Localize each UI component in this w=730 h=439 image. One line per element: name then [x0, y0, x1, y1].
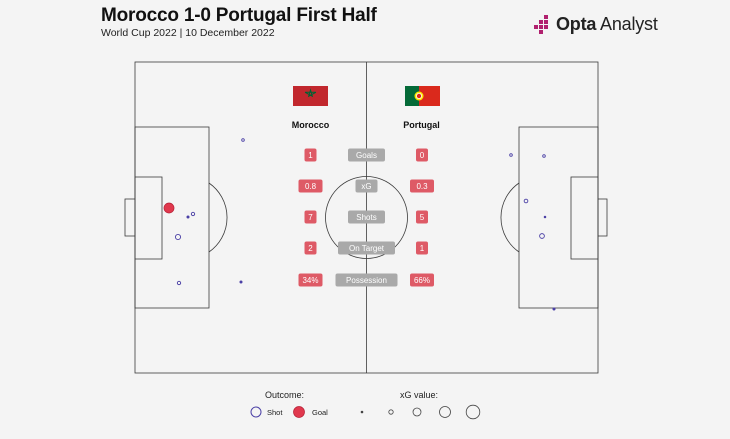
centre-circle: [325, 176, 408, 259]
left-goal: [124, 198, 136, 237]
shot-marker-portugal-7: [523, 198, 529, 204]
stat-label-xg: xG: [361, 182, 371, 191]
shot-marker-morocco-1: [174, 233, 182, 241]
logo-bold-text: Opta: [556, 13, 597, 34]
stat-away-xg: 0.3: [416, 182, 428, 191]
stat-home-shots-bg: [304, 210, 317, 224]
morocco-flag: [293, 86, 328, 106]
stat-home-xg-bg: [298, 179, 323, 193]
right-penalty-arc: [500, 182, 520, 253]
right-goal: [597, 198, 608, 237]
team-label-home: Morocco: [292, 120, 330, 130]
chart-title: Morocco 1-0 Portugal First Half: [101, 5, 377, 26]
legend-goal-marker: [293, 406, 305, 418]
stat-away-possession: 66%: [414, 276, 430, 285]
legend-xg-size-5: [465, 404, 481, 420]
stat-home-possession-bg: [298, 273, 323, 287]
shot-marker-morocco-6: [186, 215, 190, 219]
portugal-flag-shield: [415, 93, 422, 100]
shot-marker-portugal-10: [542, 154, 546, 158]
legend-xg-size-2: [388, 409, 394, 415]
shot-marker-portugal-11: [552, 307, 556, 311]
stat-label-possession: Possession: [346, 276, 387, 285]
left-penalty-area: [134, 126, 210, 309]
logo-wordmark: Opta Analyst: [556, 14, 658, 35]
legend-xg-size-3: [412, 407, 422, 417]
stat-label-shots: Shots: [356, 213, 376, 222]
legend-xg-size-4: [439, 406, 451, 418]
left-penalty-arc: [208, 182, 228, 253]
stat-away-xg-bg: [410, 179, 434, 193]
shot-marker-morocco-3: [176, 280, 182, 286]
stat-label-goals: Goals: [356, 151, 377, 160]
right-penalty-area: [518, 126, 599, 309]
morocco-flag-star: [304, 88, 317, 98]
portugal-flag-green: [405, 86, 419, 106]
right-six-yard-box: [570, 176, 599, 260]
stat-away-possession-bg: [410, 273, 434, 287]
stat-label-bg-on-target: [338, 241, 395, 255]
legend-outcome-title: Outcome:: [265, 390, 304, 400]
stat-home-goals-bg: [304, 148, 317, 162]
legend-xg-title: xG value:: [400, 390, 438, 400]
shot-marker-morocco-2: [190, 211, 196, 217]
legend-xg-size-1: [360, 410, 364, 414]
stat-away-shots: 5: [420, 213, 425, 222]
stat-away-goals: 0: [420, 151, 425, 160]
stat-label-bg-goals: [348, 148, 385, 162]
stat-label-on-target: On Target: [349, 244, 385, 253]
chart-subtitle: World Cup 2022 | 10 December 2022: [101, 27, 275, 39]
shot-marker-morocco-5: [239, 280, 243, 284]
stat-home-possession: 34%: [302, 276, 318, 285]
shots-layer: [163, 138, 556, 311]
shot-marker-portugal-12: [543, 215, 547, 219]
shot-marker-morocco-4: [241, 138, 245, 142]
left-six-yard-box: [134, 176, 163, 260]
team-label-away: Portugal: [403, 120, 440, 130]
stat-home-goals: 1: [308, 151, 313, 160]
stat-label-bg-xg: [355, 179, 378, 193]
stat-away-goals-bg: [416, 148, 428, 162]
portugal-flag: [405, 86, 440, 106]
legend-shot-label: Shot: [267, 408, 283, 417]
stat-home-xg: 0.8: [305, 182, 317, 191]
stat-away-on-target: 1: [420, 244, 425, 253]
shot-marker-portugal-8: [539, 233, 545, 239]
legend-goal-label: Goal: [312, 408, 328, 417]
stat-home-on-target-bg: [304, 241, 317, 255]
stat-label-bg-shots: [348, 210, 385, 224]
goal-marker-morocco-0: [163, 202, 175, 214]
opta-analyst-logo: Opta Analyst: [532, 12, 658, 36]
shot-marker-portugal-9: [509, 153, 513, 157]
stat-label-bg-possession: [335, 273, 398, 287]
stat-home-shots: 7: [308, 213, 313, 222]
stat-home-on-target: 2: [308, 244, 313, 253]
logo-light-text: Analyst: [596, 13, 658, 34]
legend-shot-marker: [250, 406, 262, 418]
stat-away-shots-bg: [416, 210, 428, 224]
stat-away-on-target-bg: [416, 241, 428, 255]
portugal-flag-red: [419, 86, 440, 106]
morocco-flag-field: [293, 86, 328, 106]
opta-logo-icon: [534, 15, 548, 34]
stats-panel: 1 0 Goals 0.8 0.3 xG 7 5 Shots 2 1 On Target 34% 66% P…: [298, 148, 434, 287]
